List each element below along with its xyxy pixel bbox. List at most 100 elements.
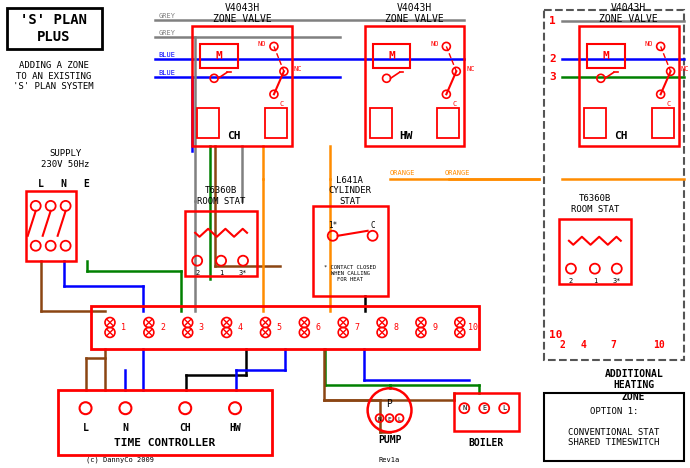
Text: E: E — [388, 417, 391, 422]
Bar — [58, 390, 272, 455]
Bar — [265, 108, 287, 138]
Text: 4: 4 — [237, 323, 243, 332]
Text: M: M — [602, 51, 609, 61]
Text: (c) DannyCo 2009: (c) DannyCo 2009 — [86, 457, 155, 463]
Text: 1*: 1* — [328, 221, 337, 230]
Text: * CONTACT CLOSED
WHEN CALLING
FOR HEAT: * CONTACT CLOSED WHEN CALLING FOR HEAT — [324, 265, 376, 282]
Text: SUPPLY
230V 50Hz: SUPPLY 230V 50Hz — [41, 149, 90, 169]
Text: 5: 5 — [277, 323, 282, 332]
Text: TIME CONTROLLER: TIME CONTROLLER — [114, 438, 215, 448]
Bar — [373, 44, 411, 68]
Bar — [544, 393, 684, 461]
Text: ORANGE: ORANGE — [444, 170, 470, 176]
Text: E: E — [83, 179, 90, 189]
Text: M: M — [388, 51, 395, 61]
Text: BOILER: BOILER — [469, 438, 504, 448]
Text: L641A
CYLINDER
STAT: L641A CYLINDER STAT — [328, 176, 371, 206]
Bar — [197, 108, 219, 138]
Text: C: C — [279, 101, 284, 107]
Bar — [193, 27, 292, 146]
Text: N: N — [462, 405, 466, 411]
Text: NO: NO — [258, 41, 266, 47]
Text: 3*: 3* — [613, 278, 621, 284]
Text: OPTION 1:

CONVENTIONAL STAT
SHARED TIMESWITCH: OPTION 1: CONVENTIONAL STAT SHARED TIMES… — [568, 407, 660, 447]
Text: N: N — [61, 179, 66, 189]
Text: 10: 10 — [469, 323, 478, 332]
Text: 6: 6 — [315, 323, 320, 332]
Text: T6360B
ROOM STAT: T6360B ROOM STAT — [571, 194, 619, 213]
Text: 8: 8 — [393, 323, 398, 332]
Text: C: C — [371, 221, 375, 230]
Bar — [7, 7, 101, 50]
Text: V4043H
ZONE VALVE: V4043H ZONE VALVE — [213, 3, 271, 24]
Text: 2: 2 — [195, 270, 199, 276]
Text: 3: 3 — [549, 73, 555, 82]
Text: T6360B
ROOM STAT: T6360B ROOM STAT — [197, 186, 245, 205]
Text: CH: CH — [179, 423, 191, 433]
Bar — [26, 191, 76, 261]
Text: V4043H
ZONE VALVE: V4043H ZONE VALVE — [600, 3, 658, 24]
Bar — [559, 219, 631, 284]
Text: V4043H
ZONE VALVE: V4043H ZONE VALVE — [385, 3, 444, 24]
Text: N: N — [123, 423, 128, 433]
Bar — [313, 206, 388, 296]
Text: 1: 1 — [219, 270, 224, 276]
Text: N: N — [377, 417, 382, 422]
Bar — [587, 44, 624, 68]
Text: 7: 7 — [611, 340, 617, 351]
Text: GREY: GREY — [158, 13, 175, 19]
Text: 3: 3 — [199, 323, 204, 332]
Text: Rev1a: Rev1a — [379, 457, 400, 463]
Bar — [544, 9, 684, 360]
Bar — [185, 211, 257, 276]
Text: M: M — [216, 51, 222, 61]
Text: P: P — [386, 399, 393, 409]
Text: NO: NO — [644, 41, 653, 47]
Text: PUMP: PUMP — [378, 435, 402, 445]
Text: ADDING A ZONE
TO AN EXISTING
'S' PLAN SYSTEM: ADDING A ZONE TO AN EXISTING 'S' PLAN SY… — [13, 61, 94, 91]
Text: L: L — [397, 417, 402, 422]
Text: HW: HW — [400, 131, 413, 141]
Bar — [364, 27, 464, 146]
Text: BLUE: BLUE — [158, 70, 175, 76]
Text: 9: 9 — [432, 323, 437, 332]
Text: HW: HW — [229, 423, 241, 433]
Text: C: C — [667, 101, 671, 107]
Text: E: E — [482, 405, 486, 411]
Text: NC: NC — [294, 66, 302, 73]
Text: 7: 7 — [354, 323, 359, 332]
Text: ADDITIONAL
HEATING
ZONE: ADDITIONAL HEATING ZONE — [604, 369, 663, 402]
Text: 2: 2 — [559, 340, 565, 351]
Text: NO: NO — [430, 41, 439, 47]
Text: BLUE: BLUE — [158, 52, 175, 58]
Text: GREY: GREY — [158, 30, 175, 37]
Text: L: L — [83, 423, 88, 433]
Bar — [200, 44, 238, 68]
Bar — [454, 393, 519, 431]
Text: NC: NC — [466, 66, 475, 73]
Text: L: L — [38, 179, 43, 189]
Bar — [370, 108, 391, 138]
Text: 2: 2 — [160, 323, 165, 332]
Text: 2: 2 — [549, 54, 555, 65]
Text: CH: CH — [614, 131, 627, 141]
Text: 1: 1 — [121, 323, 126, 332]
Text: CH: CH — [227, 131, 241, 141]
Bar — [90, 306, 480, 350]
Text: 10: 10 — [653, 340, 664, 351]
Bar — [584, 108, 606, 138]
Bar — [579, 27, 678, 146]
Text: L: L — [502, 405, 506, 411]
Text: 1: 1 — [549, 16, 555, 27]
Text: 1: 1 — [593, 278, 597, 284]
Text: NC: NC — [680, 66, 689, 73]
Text: 10: 10 — [549, 330, 562, 340]
Text: C: C — [452, 101, 457, 107]
Bar — [437, 108, 460, 138]
Text: 2: 2 — [569, 278, 573, 284]
Bar — [651, 108, 673, 138]
Text: ORANGE: ORANGE — [390, 170, 415, 176]
Text: 'S' PLAN
PLUS: 'S' PLAN PLUS — [20, 14, 87, 44]
Text: 3*: 3* — [239, 270, 247, 276]
Text: 4: 4 — [581, 340, 586, 351]
